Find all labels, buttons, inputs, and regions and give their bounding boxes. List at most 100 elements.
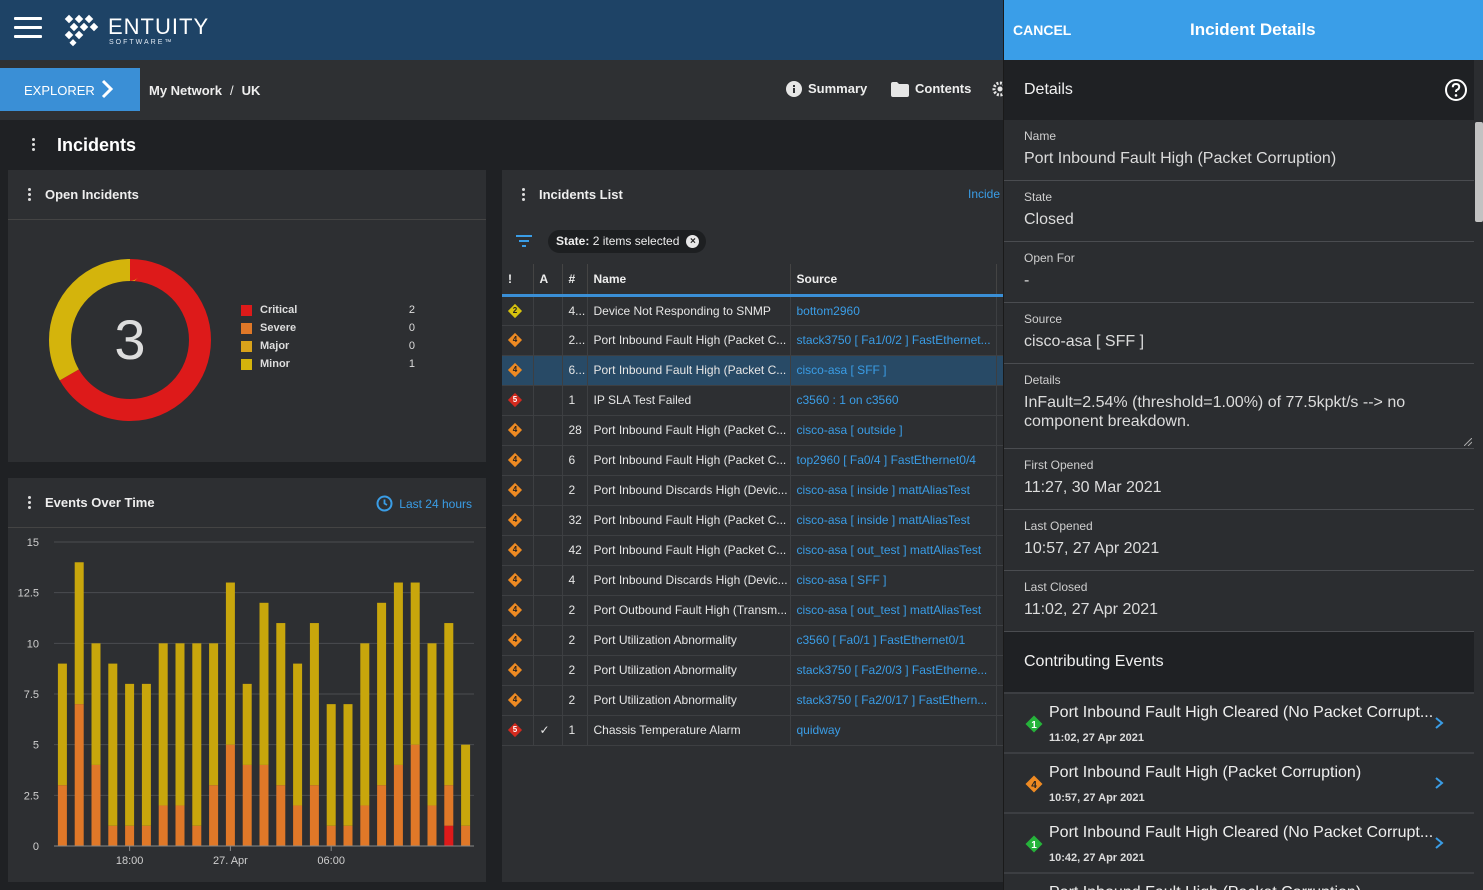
bar-severe-3[interactable]: [108, 825, 118, 846]
bar-minor-4[interactable]: [125, 683, 135, 826]
bar-severe-0[interactable]: [57, 785, 67, 846]
bar-minor-6[interactable]: [158, 643, 168, 806]
table-row[interactable]: 4 2 Port Utilization Abnormality stack3750 …: [502, 685, 1003, 716]
legend-item-critical[interactable]: Critical 2: [241, 302, 421, 320]
field-open-for[interactable]: Open For -: [1004, 242, 1474, 303]
bar-minor-13[interactable]: [276, 623, 286, 786]
drawer-scrollbar[interactable]: [1474, 60, 1483, 890]
bar-severe-23[interactable]: [444, 785, 454, 826]
table-row[interactable]: 4 2 Port Utilization Abnormality c3560 [ Fa…: [502, 625, 1003, 656]
source-link[interactable]: c3560 : 1 on c3560: [790, 385, 997, 416]
column-header-count[interactable]: #: [562, 264, 588, 297]
events-over-time-chart[interactable]: 0 2.5 5 7.5 10 12.5 15 18:00 27. Apr 06:00: [8, 528, 486, 882]
field-name[interactable]: Name Port Inbound Fault High (Packet Corr…: [1004, 120, 1474, 181]
bar-severe-9[interactable]: [209, 785, 219, 846]
bar-minor-11[interactable]: [242, 683, 252, 765]
bar-minor-9[interactable]: [209, 643, 219, 786]
bar-severe-12[interactable]: [259, 764, 269, 846]
table-row[interactable]: 4 2 Port Outbound Fault High (Transm... cis…: [502, 595, 1003, 626]
source-link[interactable]: quidway: [790, 715, 997, 746]
source-link[interactable]: cisco-asa [ outside ]: [790, 415, 997, 446]
bar-minor-3[interactable]: [108, 663, 118, 826]
bar-severe-8[interactable]: [192, 825, 202, 846]
field-last-closed[interactable]: Last Closed 11:02, 27 Apr 2021: [1004, 571, 1474, 632]
summary-button[interactable]: Summary: [786, 81, 867, 97]
table-row[interactable]: 4 2 Port Inbound Discards High (Devic... ci…: [502, 475, 1003, 506]
incidents-link[interactable]: Incide: [968, 187, 1001, 201]
bar-minor-19[interactable]: [377, 602, 387, 786]
table-row[interactable]: 4 28 Port Inbound Fault High (Packet C... c…: [502, 415, 1003, 446]
bar-severe-2[interactable]: [91, 764, 101, 846]
page-menu-icon[interactable]: [32, 138, 36, 152]
help-icon[interactable]: [1444, 78, 1468, 102]
field-source[interactable]: Source cisco-asa [ SFF ]: [1004, 303, 1474, 364]
source-link[interactable]: stack3750 [ Fa2/0/3 ] FastEtherne...: [790, 655, 997, 686]
bar-minor-1[interactable]: [74, 562, 84, 705]
field-state[interactable]: State Closed: [1004, 181, 1474, 242]
bar-minor-10[interactable]: [225, 582, 235, 745]
field-last-opened[interactable]: Last Opened 10:57, 27 Apr 2021: [1004, 510, 1474, 571]
source-link[interactable]: cisco-asa [ SFF ]: [790, 565, 997, 596]
bar-minor-8[interactable]: [192, 643, 202, 826]
bar-minor-15[interactable]: [309, 623, 319, 786]
bar-severe-14[interactable]: [293, 805, 303, 846]
field-details[interactable]: Details InFault=2.54% (threshold=1.00%) o…: [1004, 364, 1474, 449]
bar-minor-12[interactable]: [259, 602, 269, 765]
column-header-name[interactable]: Name: [587, 264, 791, 297]
table-row[interactable]: 4 6 Port Inbound Fault High (Packet C... to…: [502, 445, 1003, 476]
bar-severe-13[interactable]: [276, 785, 286, 846]
bar-minor-14[interactable]: [293, 663, 303, 806]
contributing-event-item[interactable]: 1 Port Inbound Fault High Cleared (No Pac…: [1004, 692, 1474, 752]
bar-severe-24[interactable]: [461, 825, 471, 846]
filter-icon[interactable]: [516, 235, 532, 247]
cancel-button[interactable]: CANCEL: [1013, 22, 1072, 38]
column-header-severity[interactable]: !: [502, 264, 534, 297]
table-row[interactable]: 4 32 Port Inbound Fault High (Packet C... c…: [502, 505, 1003, 536]
open-incidents-menu-icon[interactable]: [28, 188, 32, 202]
column-header-source[interactable]: Source: [790, 264, 997, 297]
table-row[interactable]: 4 6... Port Inbound Fault High (Packet C..…: [502, 355, 1003, 386]
bar-minor-22[interactable]: [427, 643, 437, 806]
source-link[interactable]: cisco-asa [ SFF ]: [790, 355, 997, 386]
explorer-button[interactable]: EXPLORER: [0, 68, 140, 111]
open-incidents-donut[interactable]: [48, 258, 212, 422]
bar-severe-19[interactable]: [377, 785, 387, 846]
bar-minor-2[interactable]: [91, 643, 101, 765]
breadcrumb-item-uk[interactable]: UK: [241, 83, 261, 98]
menu-icon[interactable]: [14, 17, 42, 39]
legend-item-severe[interactable]: Severe 0: [241, 320, 421, 338]
source-link[interactable]: cisco-asa [ inside ] mattAliasTest: [790, 505, 997, 536]
chevron-right-icon[interactable]: [1434, 716, 1444, 730]
bar-severe-18[interactable]: [360, 805, 370, 846]
field-first-opened[interactable]: First Opened 11:27, 30 Mar 2021: [1004, 449, 1474, 510]
bar-minor-21[interactable]: [410, 582, 420, 745]
time-range-button[interactable]: Last 24 hours: [376, 495, 472, 512]
chevron-right-icon[interactable]: [1434, 776, 1444, 790]
bar-severe-11[interactable]: [242, 764, 252, 846]
table-row[interactable]: 4 4 Port Inbound Discards High (Devic... ci…: [502, 565, 1003, 596]
column-header-extra[interactable]: I: [996, 264, 1003, 297]
table-row[interactable]: 4 2... Port Inbound Fault High (Packet C..…: [502, 325, 1003, 356]
donut-slice-minor[interactable]: [49, 259, 211, 421]
bar-minor-24[interactable]: [461, 744, 471, 826]
bar-severe-5[interactable]: [141, 825, 151, 846]
source-link[interactable]: top2960 [ Fa0/4 ] FastEthernet0/4: [790, 445, 997, 476]
bar-minor-17[interactable]: [343, 704, 353, 826]
bar-severe-6[interactable]: [158, 805, 168, 846]
incidents-list-menu-icon[interactable]: [522, 188, 526, 202]
bar-minor-5[interactable]: [141, 683, 151, 826]
bar-minor-7[interactable]: [175, 643, 185, 806]
chevron-right-icon[interactable]: [1434, 836, 1444, 850]
bar-severe-21[interactable]: [410, 744, 420, 846]
bar-minor-20[interactable]: [393, 582, 403, 765]
breadcrumb-item-my-network[interactable]: My Network: [149, 83, 222, 98]
bar-severe-10[interactable]: [225, 744, 235, 846]
bar-minor-23[interactable]: [444, 623, 454, 786]
source-link[interactable]: stack3750 [ Fa1/0/2 ] FastEthernet...: [790, 325, 997, 356]
bar-severe-22[interactable]: [427, 805, 437, 846]
bar-severe-17[interactable]: [343, 825, 353, 846]
